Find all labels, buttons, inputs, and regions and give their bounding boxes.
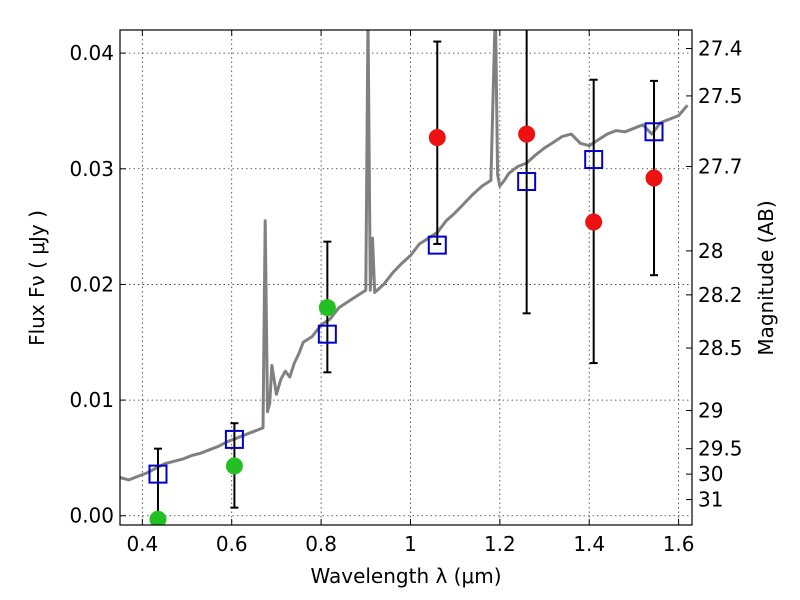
observed-point (318, 299, 336, 317)
y2-tick-label: 28 (698, 239, 723, 263)
x-tick-label: 1.6 (663, 532, 695, 556)
y2-tick-label: 31 (698, 488, 723, 512)
y-tick-label: 0.03 (69, 157, 114, 181)
model-photometry-point (224, 429, 244, 449)
marker-layer (148, 122, 664, 525)
grid (120, 30, 692, 525)
y2-tick-label: 29.5 (698, 437, 743, 461)
model-photometry-point (317, 324, 337, 344)
x-axis-label: Wavelength λ (μm) (310, 564, 501, 588)
series-layer (120, 30, 689, 482)
y2-tick-label: 28.2 (698, 283, 743, 307)
plot-frame (119, 29, 693, 526)
model-photometry-point (644, 122, 664, 142)
y-tick-label: 0.04 (69, 41, 114, 65)
y2-tick-label: 27.5 (698, 84, 743, 108)
observed-point (225, 457, 243, 475)
model-photometry-point (584, 150, 604, 170)
observed-point (645, 169, 663, 187)
y2-tick-label: 30 (698, 462, 723, 486)
y2-axis-label: Magnitude (AB) (754, 200, 778, 355)
observed-point (585, 213, 603, 231)
x-tick-label: 0.4 (126, 532, 158, 556)
x-tick-label: 0.8 (305, 532, 337, 556)
y2-tick-label: 27.7 (698, 154, 743, 178)
ticks: 0.4 0.6 0.8 1 1.2 1.4 1.6 0.00 0.01 0.02 0.03 0.04 2… (69, 30, 743, 556)
observed-point (518, 125, 536, 143)
y-tick-label: 0.02 (69, 272, 114, 296)
observed-point (428, 129, 446, 147)
x-tick-label: 1.4 (573, 532, 605, 556)
model-photometry-point (427, 235, 447, 255)
y-axis-label: Flux Fν ( μJy ) (25, 210, 49, 346)
y-tick-label: 0.00 (69, 504, 114, 528)
y2-tick-label: 29 (698, 399, 723, 423)
y2-tick-label: 27.4 (698, 37, 743, 61)
observed-point (149, 510, 167, 525)
sed-model-line (120, 30, 689, 482)
y-tick-label: 0.01 (69, 388, 114, 412)
model-photometry-point (148, 464, 168, 484)
x-tick-label: 1.2 (484, 532, 516, 556)
x-tick-label: 0.6 (216, 532, 248, 556)
y2-tick-label: 28.5 (698, 336, 743, 360)
x-tick-label: 1 (404, 532, 417, 556)
model-photometry-point (517, 172, 537, 192)
